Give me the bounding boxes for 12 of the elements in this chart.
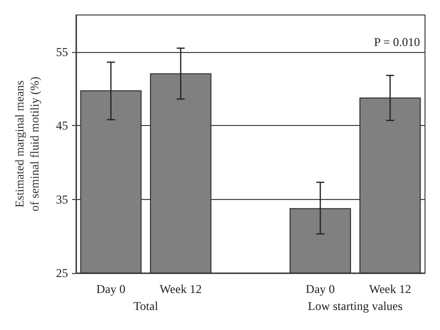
x-tick-label: Day 0 <box>306 282 335 296</box>
y-axis-title: Estimated marginal means of seminal fluid motiliy (%) <box>12 76 42 212</box>
x-tick-label: Week 12 <box>369 282 412 296</box>
x-tick-label: Week 12 <box>160 282 202 296</box>
y-tick-label: 25 <box>56 266 68 280</box>
text: Low starting values <box>308 299 403 313</box>
y-tick-label: 35 <box>56 192 68 206</box>
text: Total <box>134 299 159 313</box>
y-tick-label: 45 <box>56 118 68 133</box>
y-tick-label: 55 <box>56 44 68 59</box>
x-tick-label: Day 0 <box>96 282 126 296</box>
annotation: P = 0.010 <box>374 34 420 49</box>
